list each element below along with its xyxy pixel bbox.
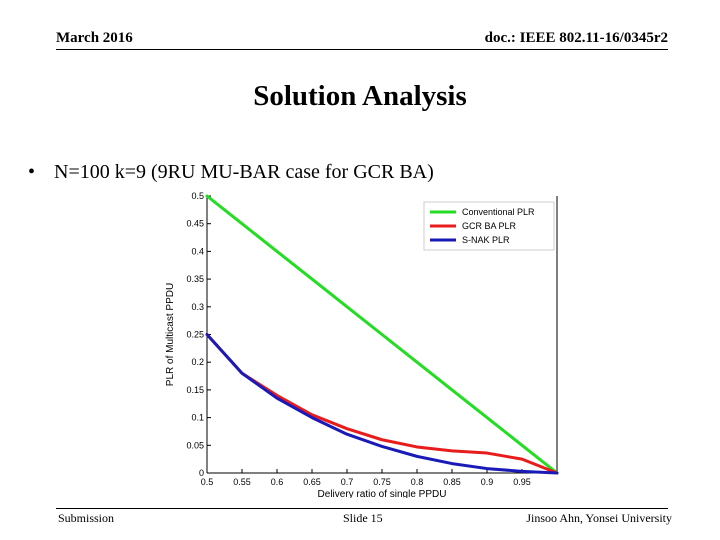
y-tick-label: 0.5	[191, 191, 204, 201]
x-tick-label: 0.5	[201, 477, 214, 487]
legend-label: S-NAK PLR	[462, 235, 510, 245]
slide-title: Solution Analysis	[253, 80, 467, 112]
y-tick-label: 0.4	[191, 246, 204, 256]
series-line	[205, 333, 559, 475]
bullet-symbol: •	[28, 161, 36, 183]
x-tick-label: 0.65	[303, 477, 321, 487]
x-axis-title: Delivery ratio of single PPDU	[318, 489, 447, 498]
x-tick-label: 0.8	[411, 477, 424, 487]
x-tick-label: 0.85	[443, 477, 461, 487]
legend-label: Conventional PLR	[462, 207, 535, 217]
y-tick-label: 0.35	[186, 274, 204, 284]
y-tick-label: 0.45	[186, 219, 204, 229]
series-line	[205, 333, 559, 475]
header-doc-id: doc.: IEEE 802.11-16/0345r2	[484, 30, 668, 46]
y-tick-label: 0.1	[191, 413, 204, 423]
y-axis-title: PLR of Multicast PPDU	[165, 283, 176, 386]
x-tick-label: 0.95	[513, 477, 531, 487]
y-tick-label: 0	[199, 468, 204, 478]
y-tick-label: 0.15	[186, 385, 204, 395]
header-divider	[56, 49, 668, 50]
series-line	[205, 194, 559, 475]
footer-author: Jinsoo Ahn, Yonsei University	[526, 511, 672, 525]
y-tick-label: 0.3	[191, 302, 204, 312]
footer-slide-number: Slide 15	[343, 511, 383, 525]
header-date: March 2016	[56, 30, 133, 46]
x-tick-label: 0.55	[233, 477, 251, 487]
y-tick-label: 0.2	[191, 357, 204, 367]
chart-svg: 0 0.05 0.1 0.15 0.2 0.25 0.3 0.35 0.4 0.45 0.5 0.5 0…	[165, 191, 559, 500]
plr-chart: 0 0.05 0.1 0.15 0.2 0.25 0.3 0.35 0.4 0.45 0.5 0.5 0…	[160, 188, 560, 503]
bullet-text: N=100 k=9 (9RU MU-BAR case for GCR BA)	[54, 161, 434, 183]
footer-submission: Submission	[58, 511, 115, 525]
x-tick-label: 0.75	[373, 477, 391, 487]
x-tick-label: 0.7	[341, 477, 354, 487]
x-tick-label: 0.6	[271, 477, 284, 487]
legend-label: GCR BA PLR	[462, 221, 517, 231]
bullet-item: • N=100 k=9 (9RU MU-BAR case for GCR BA)	[28, 161, 434, 184]
footer-divider	[56, 508, 668, 509]
y-tick-label: 0.05	[186, 440, 204, 450]
x-tick-label: 0.9	[481, 477, 494, 487]
y-tick-label: 0.25	[186, 330, 204, 340]
